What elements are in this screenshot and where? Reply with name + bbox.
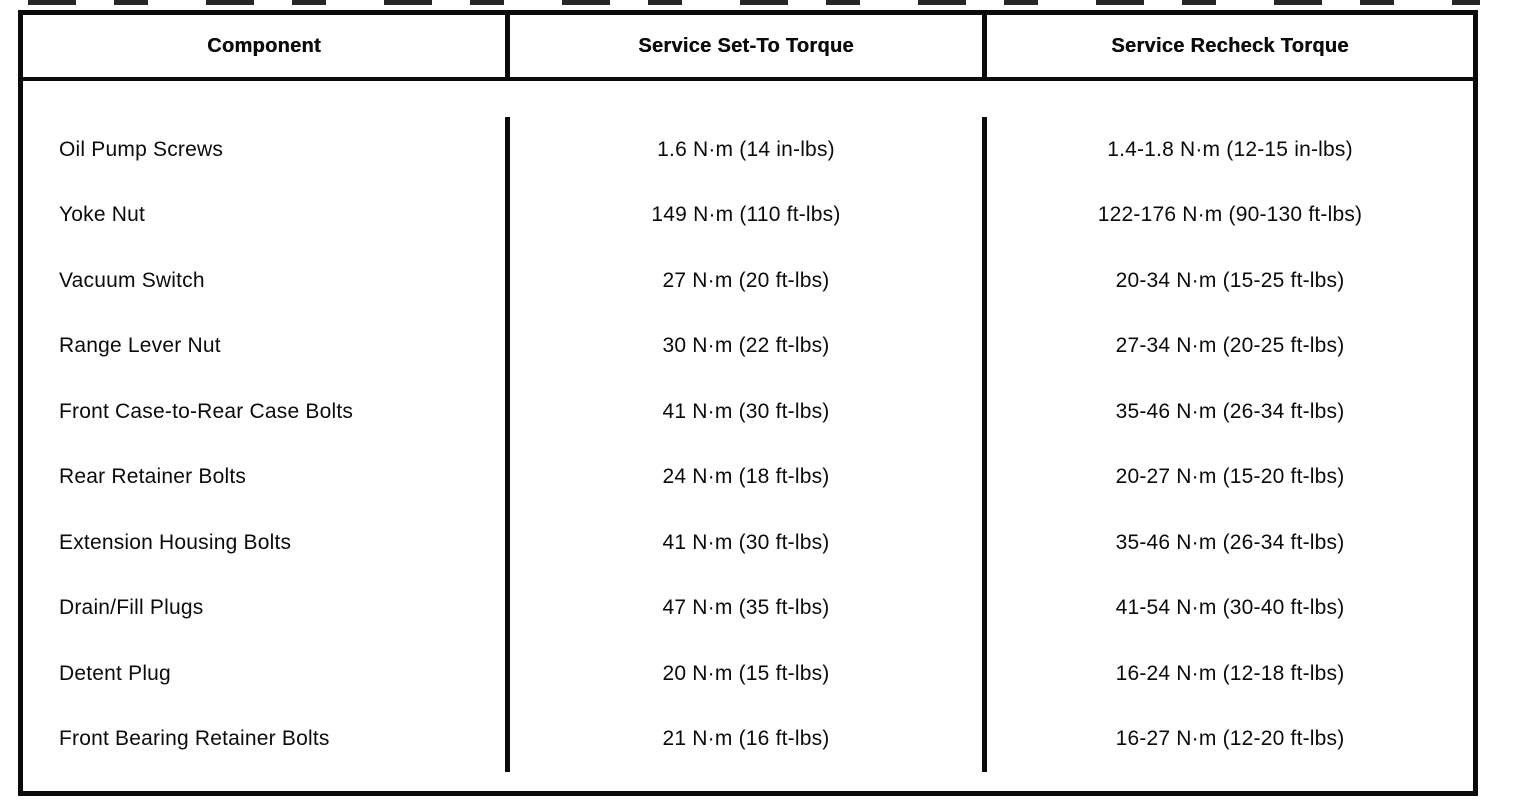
table-row: Drain/Fill Plugs 47 N·m (35 ft-lbs) 41-5… bbox=[23, 575, 1473, 641]
table-row: Detent Plug 20 N·m (15 ft-lbs) 16-24 N·m… bbox=[23, 641, 1473, 707]
recheck-torque-cell: 41-54 N·m (30-40 ft-lbs) bbox=[1115, 596, 1345, 620]
table-row: Extension Housing Bolts 41 N·m (30 ft-lb… bbox=[23, 510, 1473, 576]
recheck-torque-cell: 35-46 N·m (26-34 ft-lbs) bbox=[1115, 399, 1345, 423]
scan-artifact-top-edge bbox=[28, 0, 1480, 5]
set-to-torque-cell: 41 N·m (30 ft-lbs) bbox=[510, 379, 987, 445]
set-to-torque-cell: 24 N·m (18 ft-lbs) bbox=[510, 444, 987, 510]
set-to-torque-cell: 41 N·m (30 ft-lbs) bbox=[510, 510, 987, 576]
table-row: Front Bearing Retainer Bolts 21 N·m (16 … bbox=[23, 706, 1473, 772]
table-row: Yoke Nut 149 N·m (110 ft-lbs) 122-176 N·… bbox=[23, 182, 1473, 248]
set-to-torque-cell: 47 N·m (35 ft-lbs) bbox=[510, 575, 987, 641]
component-cell: Rear Retainer Bolts bbox=[23, 444, 510, 510]
set-to-torque-cell: 1.6 N·m (14 in-lbs) bbox=[510, 117, 987, 183]
set-to-torque-cell: 20 N·m (15 ft-lbs) bbox=[510, 641, 987, 707]
column-header-recheck-torque: Service Recheck Torque bbox=[1111, 34, 1349, 57]
component-cell: Yoke Nut bbox=[23, 182, 510, 248]
component-cell: Extension Housing Bolts bbox=[23, 510, 510, 576]
set-to-torque-cell: 30 N·m (22 ft-lbs) bbox=[510, 313, 987, 379]
recheck-torque-cell: 27-34 N·m (20-25 ft-lbs) bbox=[1115, 334, 1345, 358]
table-row: Vacuum Switch 27 N·m (20 ft-lbs) 20-34 N… bbox=[23, 248, 1473, 314]
component-cell: Front Bearing Retainer Bolts bbox=[23, 706, 510, 772]
table-row: Rear Retainer Bolts 24 N·m (18 ft-lbs) 2… bbox=[23, 444, 1473, 510]
component-cell: Vacuum Switch bbox=[23, 248, 510, 314]
component-cell: Drain/Fill Plugs bbox=[23, 575, 510, 641]
component-cell: Range Lever Nut bbox=[23, 313, 510, 379]
recheck-torque-cell: 35-46 N·m (26-34 ft-lbs) bbox=[1115, 530, 1345, 554]
recheck-torque-cell: 122-176 N·m (90-130 ft-lbs) bbox=[1097, 203, 1363, 227]
recheck-torque-cell: 1.4-1.8 N·m (12-15 in-lbs) bbox=[1107, 137, 1353, 161]
table-row: Oil Pump Screws 1.6 N·m (14 in-lbs) 1.4-… bbox=[23, 117, 1473, 183]
recheck-torque-cell: 16-24 N·m (12-18 ft-lbs) bbox=[1115, 661, 1345, 685]
set-to-torque-cell: 27 N·m (20 ft-lbs) bbox=[510, 248, 987, 314]
table-row: Front Case-to-Rear Case Bolts 41 N·m (30… bbox=[23, 379, 1473, 445]
table-row: Range Lever Nut 30 N·m (22 ft-lbs) 27-34… bbox=[23, 313, 1473, 379]
column-header-component: Component bbox=[23, 15, 510, 77]
component-cell: Detent Plug bbox=[23, 641, 510, 707]
torque-spec-table: Component Service Set-To Torque Service … bbox=[18, 10, 1478, 796]
recheck-torque-cell: 20-27 N·m (15-20 ft-lbs) bbox=[1115, 465, 1345, 489]
component-cell: Front Case-to-Rear Case Bolts bbox=[23, 379, 510, 445]
recheck-torque-cell: 20-34 N·m (15-25 ft-lbs) bbox=[1115, 268, 1345, 292]
table-body: Oil Pump Screws 1.6 N·m (14 in-lbs) 1.4-… bbox=[23, 81, 1473, 791]
component-cell: Oil Pump Screws bbox=[23, 117, 510, 183]
table-header-row: Component Service Set-To Torque Service … bbox=[23, 15, 1473, 81]
set-to-torque-cell: 21 N·m (16 ft-lbs) bbox=[510, 706, 987, 772]
column-header-set-to-torque: Service Set-To Torque bbox=[510, 15, 987, 77]
set-to-torque-cell: 149 N·m (110 ft-lbs) bbox=[510, 182, 987, 248]
recheck-torque-cell: 16-27 N·m (12-20 ft-lbs) bbox=[1115, 727, 1345, 751]
